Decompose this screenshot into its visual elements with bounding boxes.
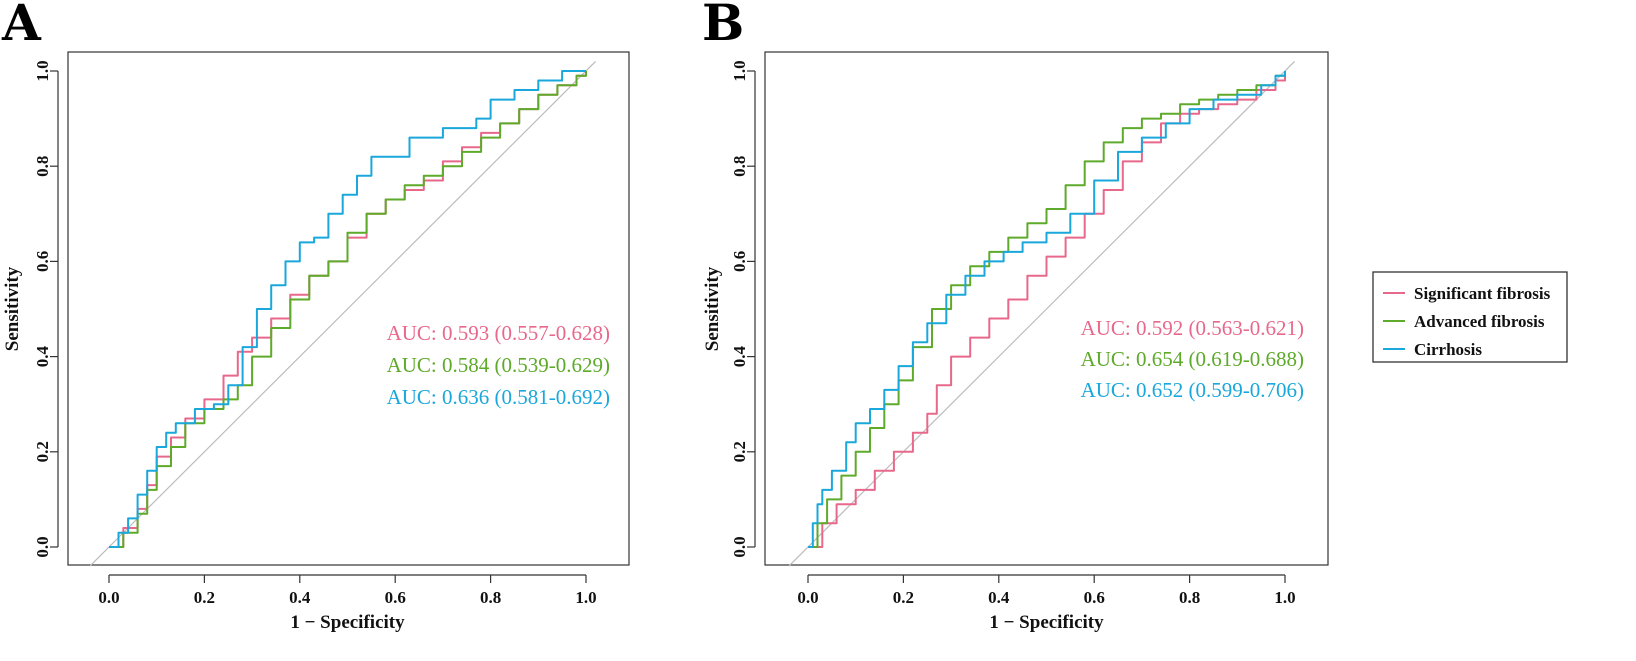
roc-curve-advanced-fibrosis xyxy=(808,71,1286,548)
panel-letter: B xyxy=(702,0,744,52)
plot-frame xyxy=(764,51,1329,566)
auc-label: AUC: 0.584 (0.539-0.629) xyxy=(387,353,610,377)
x-tick-label: 0.2 xyxy=(893,588,914,607)
x-tick-label: 0.6 xyxy=(1084,588,1105,607)
reference-diagonal xyxy=(788,61,1295,567)
y-tick-label: 1.0 xyxy=(33,60,52,81)
legend-label: Advanced fibrosis xyxy=(1414,312,1545,331)
x-tick-label: 0.6 xyxy=(385,588,406,607)
auc-label: AUC: 0.654 (0.619-0.688) xyxy=(1081,347,1304,371)
reference-diagonal xyxy=(89,61,596,567)
x-tick-label: 0.4 xyxy=(988,588,1010,607)
y-tick-label: 0.4 xyxy=(33,345,52,367)
x-tick-label: 1.0 xyxy=(575,588,596,607)
roc-curve-cirrhosis xyxy=(808,71,1286,548)
x-tick-label: 0.4 xyxy=(289,588,311,607)
auc-label: AUC: 0.592 (0.563-0.621) xyxy=(1081,316,1304,340)
y-tick-label: 0.2 xyxy=(730,441,749,462)
x-axis-title: 1 − Specificity xyxy=(290,612,405,633)
legend-label: Significant fibrosis xyxy=(1414,284,1551,303)
x-tick-label: 1.0 xyxy=(1274,588,1295,607)
roc-curve-cirrhosis xyxy=(109,70,586,548)
x-tick-label: 0.2 xyxy=(194,588,215,607)
panel-b: B 0.0 0.2 0.4 0.6 0.8 1.0 1 − Specificity 0.0 0.2… xyxy=(702,0,1329,633)
plot-frame xyxy=(67,51,630,566)
y-tick-label: 0.6 xyxy=(730,251,749,272)
x-tick-label: 0.8 xyxy=(1179,588,1200,607)
auc-label: AUC: 0.636 (0.581-0.692) xyxy=(387,385,610,409)
y-tick-label: 0.6 xyxy=(33,251,52,272)
y-tick-label: 0.8 xyxy=(33,156,52,177)
auc-label: AUC: 0.593 (0.557-0.628) xyxy=(387,321,610,345)
legend: Significant fibrosis Advanced fibrosis Cir… xyxy=(1372,271,1568,363)
x-axis-title: 1 − Specificity xyxy=(989,612,1104,633)
y-tick-label: 1.0 xyxy=(730,60,749,81)
y-tick-label: 0.0 xyxy=(730,536,749,557)
y-tick-label: 0.0 xyxy=(33,536,52,557)
y-tick-label: 0.2 xyxy=(33,441,52,462)
roc-curve-significant-fibrosis xyxy=(808,71,1286,548)
y-tick-label: 0.8 xyxy=(730,156,749,177)
y-axis-title: Sensitivity xyxy=(2,266,23,351)
panel-a: A 0.0 0.2 0.4 0.6 0.8 1.0 1 − Specificity 0.0 0.2… xyxy=(1,0,630,633)
roc-curve-advanced-fibrosis xyxy=(109,71,587,548)
x-tick-label: 0.0 xyxy=(98,588,119,607)
panel-letter: A xyxy=(1,0,42,52)
x-tick-label: 0.0 xyxy=(797,588,818,607)
legend-box xyxy=(1372,271,1568,363)
y-axis-title: Sensitivity xyxy=(702,266,723,351)
legend-label: Cirrhosis xyxy=(1414,340,1482,359)
auc-label: AUC: 0.652 (0.599-0.706) xyxy=(1081,378,1304,402)
y-tick-label: 0.4 xyxy=(730,345,749,367)
x-tick-label: 0.8 xyxy=(480,588,501,607)
